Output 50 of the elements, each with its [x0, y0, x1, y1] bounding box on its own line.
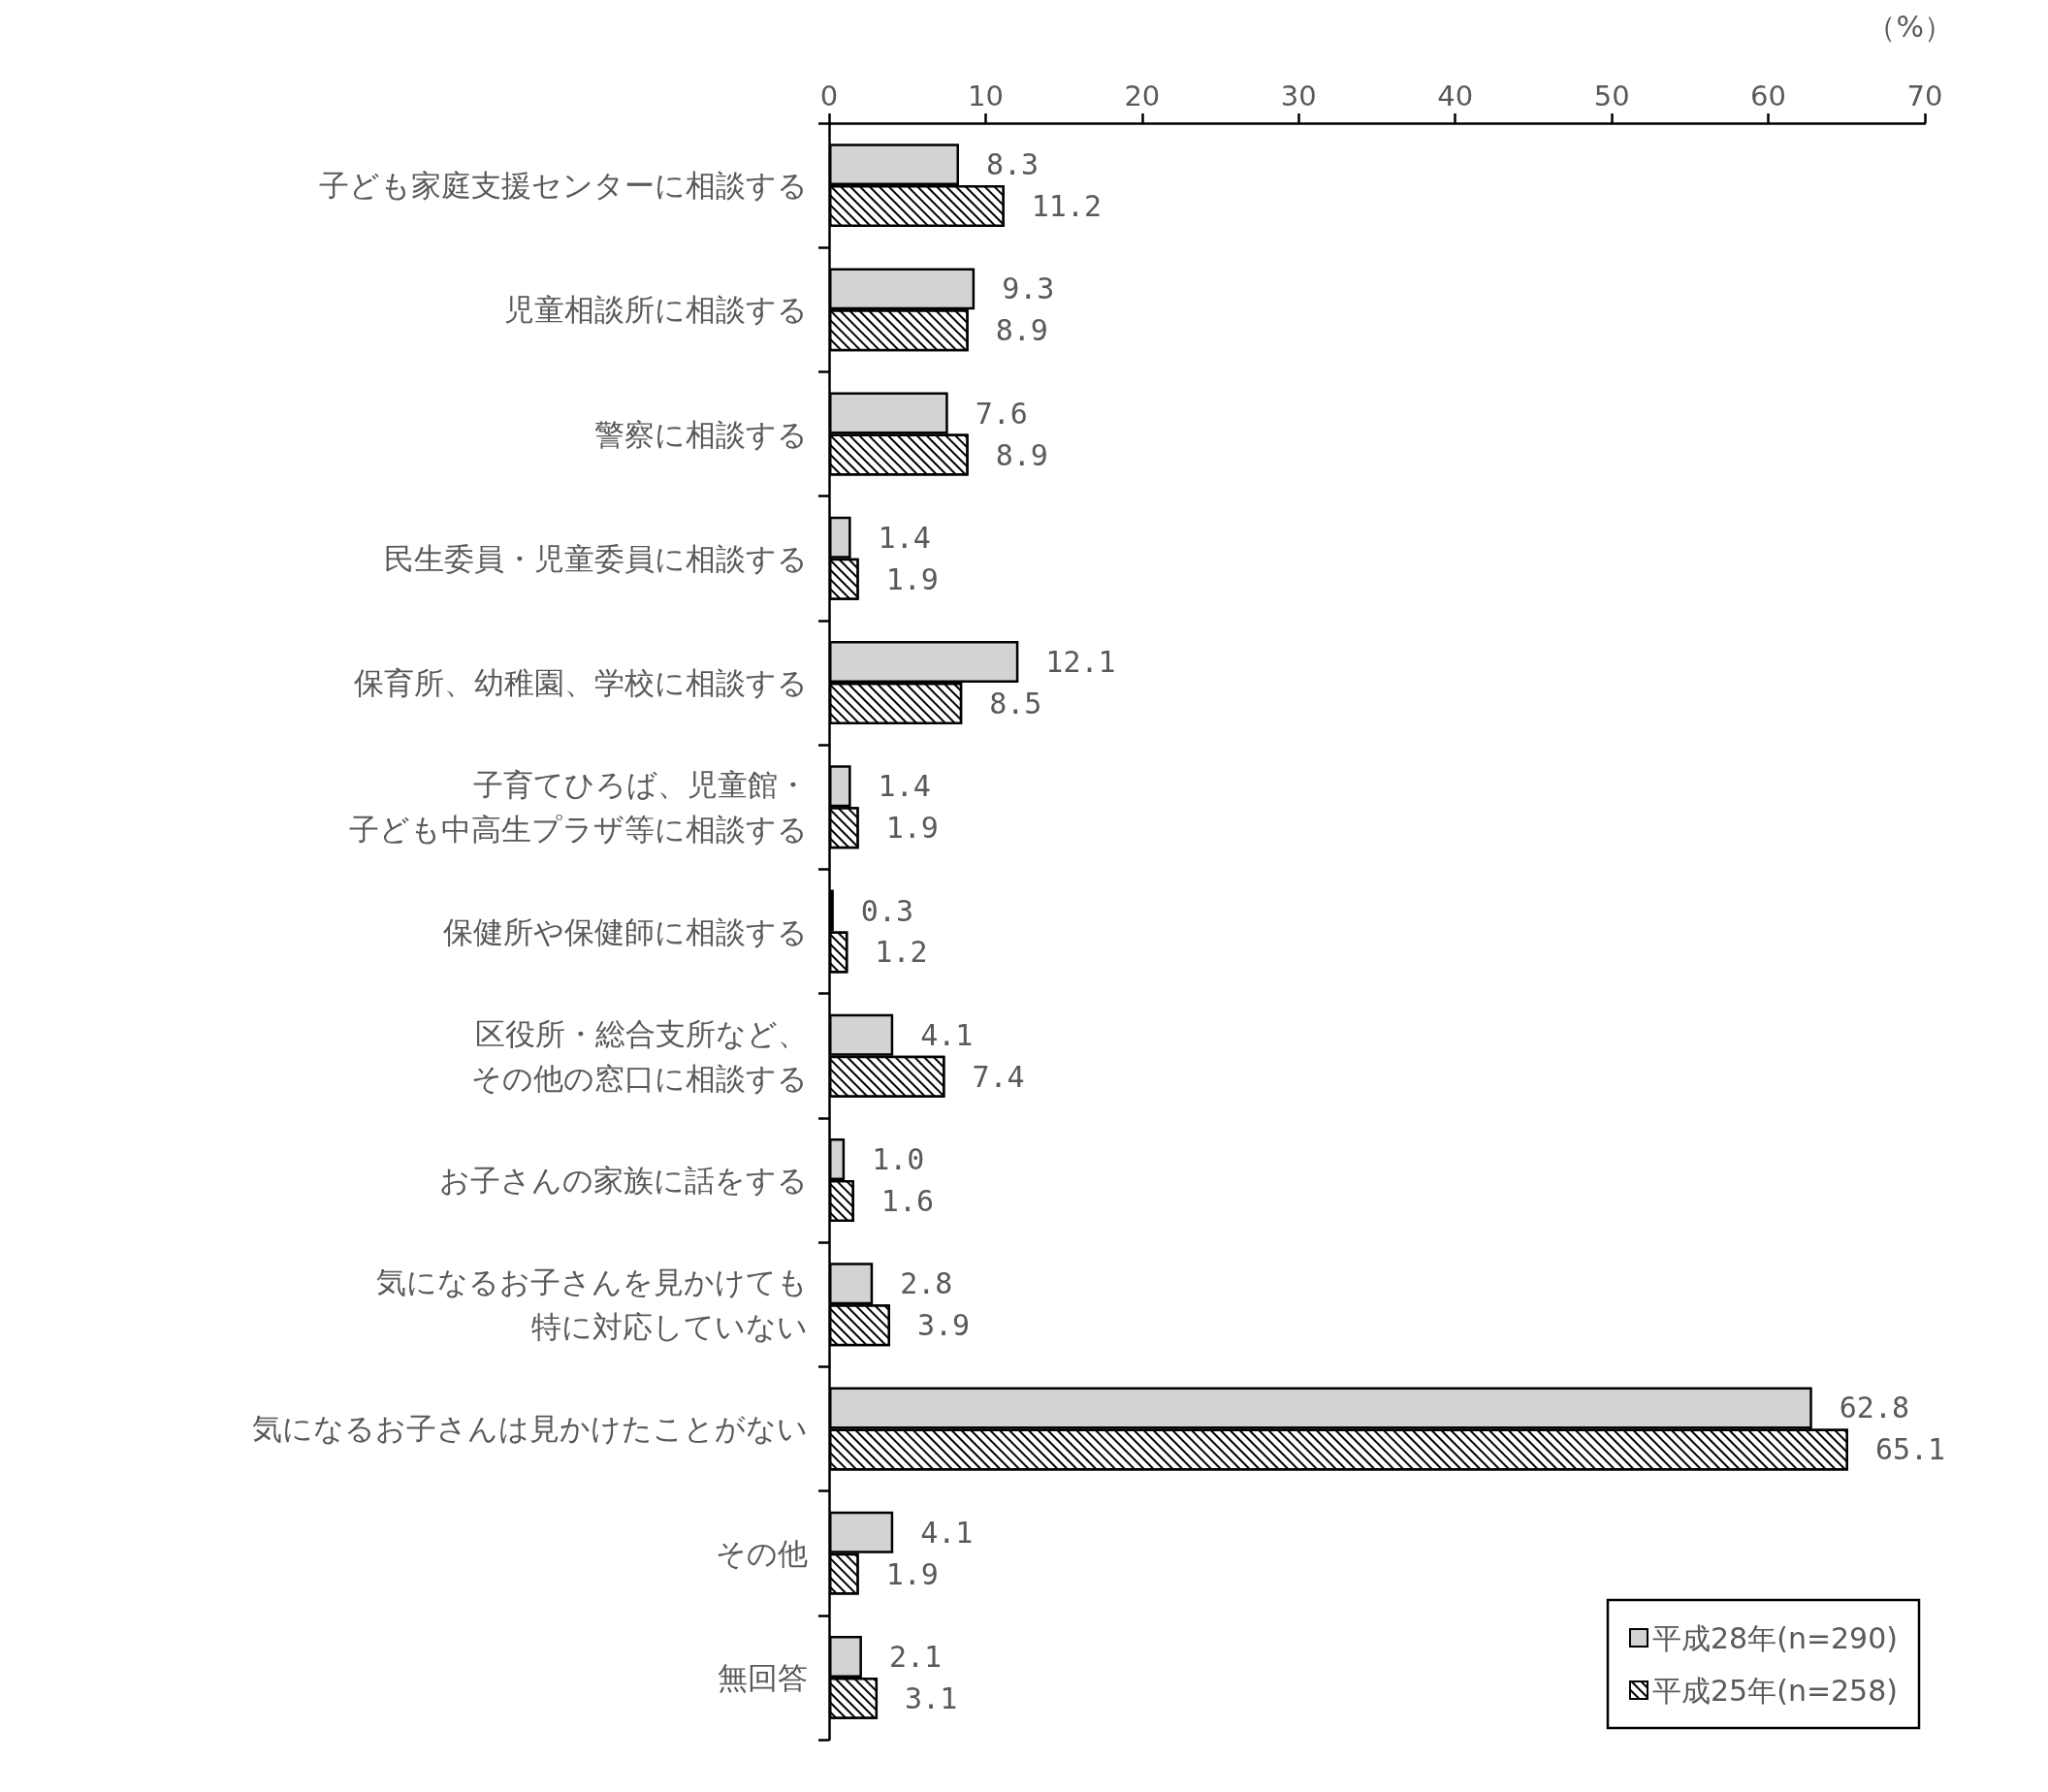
y-tick-label: お子さんの家族に話をする — [439, 1162, 808, 1198]
legend-label: 平成25年(n=258) — [1652, 1673, 1899, 1708]
y-tick-label: 気になるお子さんは見かけたことがない — [252, 1411, 808, 1447]
y-tick-label: 子育てひろば、児童館・子ども中高生プラザ等に相談する — [349, 767, 808, 848]
x-tick-label: 50 — [1593, 79, 1630, 112]
data-label: 11.2 — [1031, 189, 1103, 224]
x-tick-label: 40 — [1437, 79, 1474, 112]
y-tick-label: 児童相談所に相談する — [504, 292, 808, 328]
data-label: 3.1 — [905, 1680, 958, 1715]
data-label: 2.1 — [888, 1639, 943, 1674]
data-label: 1.0 — [872, 1141, 925, 1176]
data-label: 62.8 — [1839, 1391, 1910, 1425]
data-label: 8.9 — [995, 313, 1048, 348]
data-label: 1.9 — [885, 811, 939, 846]
data-label: 1.2 — [875, 935, 928, 970]
x-tick-label: 70 — [1906, 79, 1943, 112]
data-label: 2.8 — [900, 1266, 953, 1301]
data-label: 8.9 — [995, 437, 1048, 472]
data-label: 8.5 — [989, 687, 1042, 721]
x-tick-label: 20 — [1124, 79, 1161, 112]
data-label: 1.9 — [885, 1556, 939, 1591]
y-tick-label: 保育所、幼稚園、学校に相談する — [354, 665, 808, 701]
y-tick-label: 無回答 — [718, 1659, 808, 1695]
data-label: 7.4 — [972, 1059, 1025, 1094]
data-label: 12.1 — [1045, 645, 1116, 680]
y-tick-label: その他 — [716, 1535, 808, 1571]
y-tick-label: 子ども家庭支援センターに相談する — [319, 168, 808, 204]
y-tick-label: 民生委員・児童委員に相談する — [384, 540, 808, 576]
y-tick-label: 警察に相談する — [594, 416, 808, 452]
data-label: 7.6 — [975, 396, 1028, 431]
data-label: 65.1 — [1874, 1432, 1946, 1467]
y-tick-label: 保健所や保健師に相談する — [443, 913, 808, 949]
x-axis-title: （%） — [1867, 9, 1954, 44]
data-label: 0.3 — [860, 893, 914, 928]
data-label: 1.9 — [885, 561, 939, 596]
data-label: 9.3 — [1002, 272, 1055, 306]
x-tick-label: 60 — [1750, 79, 1787, 112]
data-label: 1.4 — [878, 520, 931, 555]
data-label: 8.3 — [985, 147, 1040, 182]
data-label: 1.4 — [878, 769, 931, 804]
x-tick-label: 10 — [967, 79, 1004, 112]
data-label: 4.1 — [920, 1017, 974, 1052]
data-label: 1.6 — [880, 1183, 935, 1218]
data-label: 3.9 — [916, 1308, 971, 1343]
x-tick-label: 30 — [1280, 79, 1317, 112]
legend-label: 平成28年(n=290) — [1652, 1620, 1899, 1655]
x-tick-label: 0 — [819, 79, 839, 112]
data-label: 4.1 — [920, 1515, 974, 1550]
y-tick-label: 気になるお子さんを見かけても特に対応していない — [376, 1264, 808, 1345]
y-tick-label: 区役所・総合支所など、その他の窓口に相談する — [471, 1015, 808, 1096]
